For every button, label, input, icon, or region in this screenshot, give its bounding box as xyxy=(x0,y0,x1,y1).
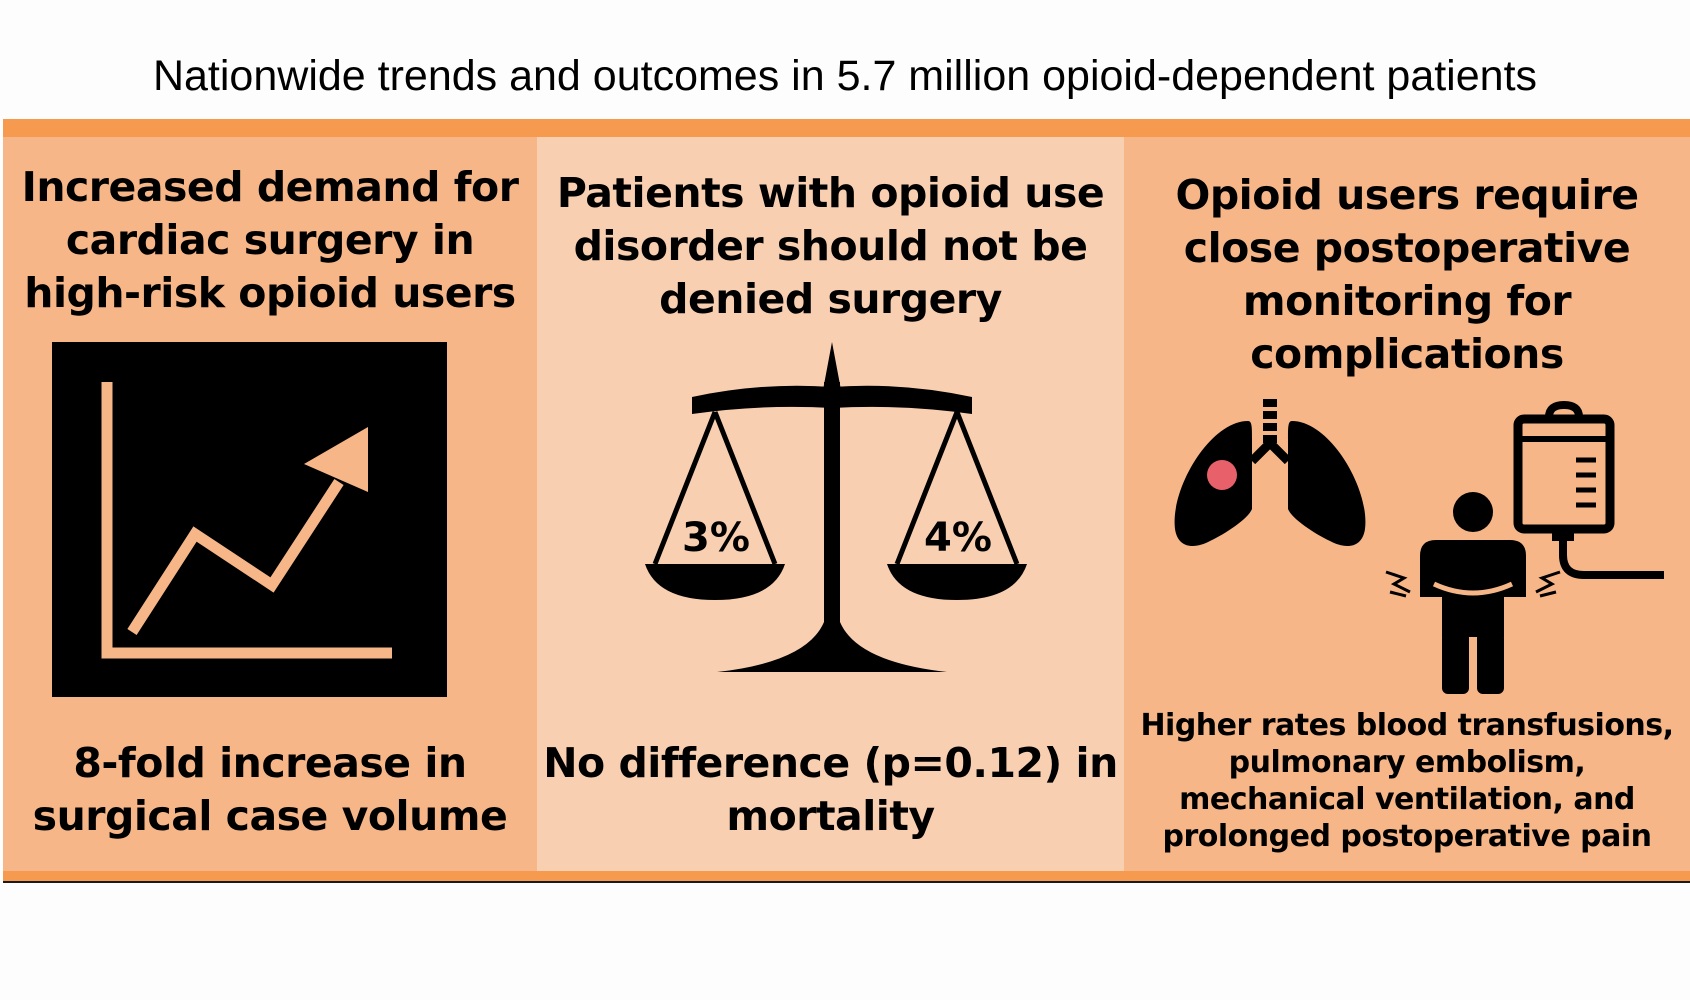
trend-arrowhead xyxy=(304,427,368,492)
scale-right-value: 4% xyxy=(924,515,992,561)
panel-surgery-caption: No difference (p=0.12) in mortality xyxy=(543,739,1118,840)
lesion-marker xyxy=(1207,460,1237,490)
panel-demand-heading: Increased demand for cardiac surgery in … xyxy=(21,163,519,317)
bottom-accent-bar xyxy=(3,871,1690,883)
page-title: Nationwide trends and outcomes in 5.7 mi… xyxy=(152,52,1538,100)
panel-demand-caption: 8-fold increase in surgical case volume xyxy=(32,739,508,840)
lungs-icon xyxy=(1174,399,1366,546)
panel-monitoring-caption: Higher rates blood transfusions, pulmona… xyxy=(1140,708,1674,854)
chart-axes xyxy=(101,382,392,659)
iv-bag-icon xyxy=(1513,400,1664,579)
panel-monitoring-heading: Opioid users require close postoperative… xyxy=(1175,171,1639,378)
panel-demand: Increased demand for cardiac surgery in … xyxy=(3,137,537,871)
panel-surgery: Patients with opioid use disorder should… xyxy=(537,137,1124,871)
scale-left-value: 3% xyxy=(682,515,750,561)
balance-scale-icon xyxy=(645,342,1027,672)
person-in-pain-icon xyxy=(1385,492,1561,694)
trend-up-chart-icon xyxy=(52,342,447,697)
trend-line xyxy=(127,479,344,635)
panel-surgery-heading: Patients with opioid use disorder should… xyxy=(556,169,1105,323)
top-accent-bar xyxy=(3,119,1690,137)
chart-background xyxy=(52,342,447,697)
bottom-rule xyxy=(3,881,1690,883)
panel-monitoring: Opioid users require close postoperative… xyxy=(1124,137,1690,871)
